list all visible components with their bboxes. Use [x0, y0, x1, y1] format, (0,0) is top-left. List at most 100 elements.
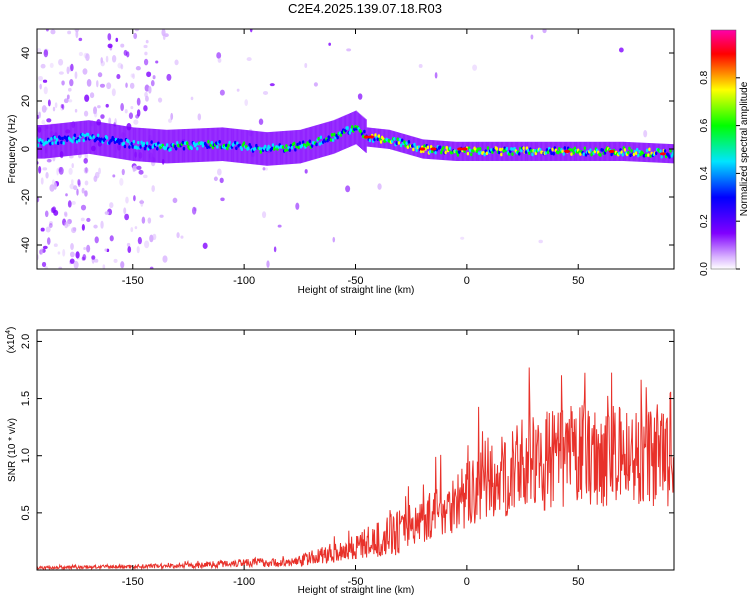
spectral-speckle [538, 239, 543, 244]
ridge-core [398, 137, 402, 142]
ridge-core [412, 147, 415, 152]
ridge-core [61, 136, 64, 141]
spectral-speckle [643, 130, 648, 138]
ridge-core [292, 141, 296, 146]
spectral-speckle [82, 253, 87, 261]
spectral-speckle [39, 83, 42, 90]
ridge-band [529, 141, 531, 161]
spectral-speckle [49, 62, 54, 68]
spectral-speckle [41, 261, 47, 268]
ridge-band [229, 128, 231, 162]
spectral-speckle [58, 71, 64, 75]
ridge-core [53, 135, 57, 140]
ridge-core [65, 138, 69, 142]
ridge-core [149, 145, 152, 150]
spectral-speckle [73, 185, 78, 191]
spectral-speckle [109, 235, 114, 242]
ridge-core [55, 137, 59, 142]
ridge-band [150, 128, 152, 163]
spectral-speckle [69, 79, 74, 87]
spectral-speckle [74, 71, 78, 79]
spectral-speckle [40, 227, 45, 232]
ridge-core [333, 132, 336, 137]
ridge-core [399, 143, 403, 148]
ridge-core [668, 155, 671, 159]
spectral-speckle [66, 220, 71, 227]
ridge-band [551, 141, 553, 161]
ridge-band [235, 128, 237, 163]
spectral-speckle [144, 51, 148, 56]
ridge-core [414, 145, 417, 149]
spectral-speckle [44, 210, 49, 218]
ridge-core [403, 140, 406, 144]
ridge-band [466, 141, 469, 161]
ridge-band [75, 121, 78, 156]
ridge-band [221, 127, 224, 161]
ridge-band [236, 128, 238, 163]
ridge-peak [608, 149, 615, 153]
spectral-speckle [111, 55, 117, 63]
spectral-speckle [69, 258, 75, 264]
spectral-speckle [244, 99, 249, 107]
ridge-core [456, 153, 460, 157]
snr-series-line [37, 367, 674, 570]
ridge-core [407, 140, 411, 144]
colorbar-label: Normalized spectral amplitude [739, 81, 750, 216]
spectral-speckle [93, 175, 98, 182]
ridge-band [74, 121, 77, 156]
ridge-core [263, 144, 267, 149]
ridge-core [206, 145, 209, 150]
ridge-core [86, 132, 90, 137]
colorbar-tick-label: 0.4 [699, 166, 710, 180]
ridge-core [400, 138, 404, 143]
ridge-core [557, 146, 561, 151]
colorbar-tick-label: 0.6 [699, 118, 710, 132]
ridge-band [126, 126, 128, 160]
ridge-core [368, 138, 372, 143]
spectral-speckle [143, 44, 148, 49]
ridge-core [318, 142, 322, 146]
ridge-core [326, 138, 329, 143]
ridge-band [139, 127, 141, 162]
ridge-band [186, 128, 188, 163]
ridge-core [128, 145, 131, 149]
ridge-core [589, 148, 592, 152]
spectral-speckle [85, 53, 90, 62]
ridge-peak [457, 147, 464, 151]
ridge-core [315, 142, 318, 147]
ridge-core [455, 150, 459, 154]
spectral-speckle [125, 82, 128, 88]
spectral-speckle [107, 33, 112, 41]
spectral-speckle [84, 152, 89, 160]
ridge-band [629, 142, 631, 162]
ridge-core [424, 147, 427, 151]
ridge-core [645, 148, 649, 153]
ridge-core [563, 146, 567, 150]
ridge-core [84, 136, 88, 141]
ridge-core [176, 141, 179, 145]
spectral-speckle [157, 97, 163, 103]
ridge-peak [430, 147, 437, 151]
ridge-core [131, 145, 135, 149]
ridge-core [331, 138, 335, 143]
ridge-band [185, 128, 187, 163]
ridge-core [556, 150, 560, 155]
spectral-speckle [67, 87, 72, 92]
y-tick-label: 40 [20, 47, 32, 59]
spectral-speckle [132, 73, 135, 80]
ridge-band [374, 128, 376, 148]
ridge-core [571, 148, 574, 153]
spectral-speckle [78, 51, 84, 57]
ridge-core [498, 147, 502, 152]
ridge-band [294, 130, 296, 164]
spectral-speckle [107, 43, 113, 49]
ridge-band [82, 120, 84, 155]
ridge-band [625, 141, 627, 162]
spectral-speckle [313, 82, 318, 87]
spectral-speckle [434, 72, 438, 79]
ridge-core [75, 139, 79, 144]
ridge-core [415, 148, 419, 152]
spectral-speckle [63, 211, 68, 216]
ridge-core [194, 142, 198, 147]
ridge-core [240, 147, 244, 151]
